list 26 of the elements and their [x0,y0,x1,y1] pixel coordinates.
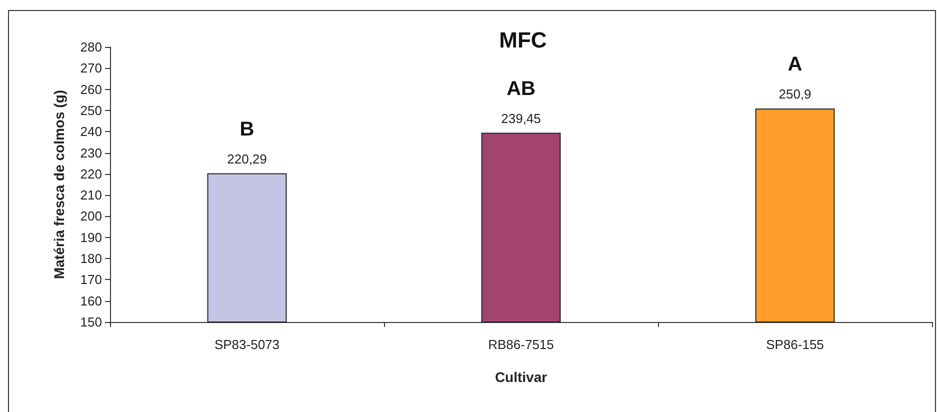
y-tick-label: 180 [80,251,102,266]
annotation: B [240,118,254,140]
y-tick-label: 240 [80,124,102,140]
y-tick-label: 270 [80,60,102,76]
x-tick-label: SP83-5073 [214,337,280,352]
y-tick-label: 210 [80,188,102,203]
y-tick-label: 150 [80,314,102,330]
y-tick-label: 170 [80,272,102,288]
y-axis-title: Matéria fresca de colmos (g) [51,90,67,280]
y-tick-label: 230 [80,145,102,160]
y-tick-label: 260 [80,82,102,97]
data-label: 250,9 [778,86,812,102]
annotation: AB [506,78,536,100]
y-tick-label: 220 [80,166,102,182]
y-tick-label: 200 [80,208,102,224]
annotation: A [788,54,802,76]
data-label: 220,29 [227,151,267,166]
data-label: 239,45 [501,110,541,126]
y-tick-label: 190 [80,230,102,245]
x-axis-title: Cultivar [494,369,548,385]
x-tick-label: RB86-7515 [488,337,554,352]
y-tick-label: 160 [80,293,102,308]
chart-title: MFC [499,28,547,52]
y-tick-label: 280 [80,40,102,54]
x-tick-label: SP86-155 [766,337,824,352]
y-tick-label: 250 [80,102,102,118]
